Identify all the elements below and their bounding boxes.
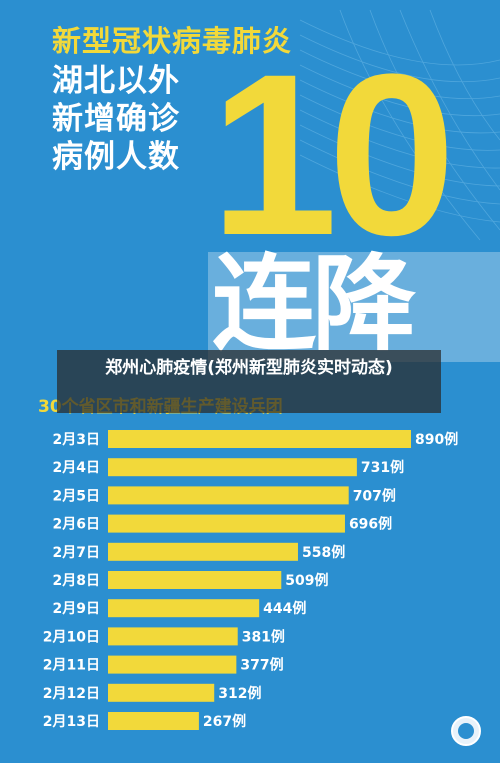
- value-label: 312例: [218, 685, 261, 702]
- headline-line-count: 病例人数: [52, 139, 180, 175]
- value-label: 444例: [263, 600, 306, 617]
- category-label: 2月8日: [53, 573, 100, 589]
- bar: [108, 458, 357, 477]
- bar: [108, 627, 238, 646]
- value-label: 267例: [203, 713, 246, 730]
- bar: [108, 712, 199, 730]
- category-label: 2月11日: [43, 658, 100, 674]
- headline-title: 新型冠状病毒肺炎: [52, 24, 293, 58]
- caption-overlay: 郑州心肺疫情(郑州新型肺炎实时动态): [57, 350, 441, 413]
- bar: [108, 683, 215, 702]
- value-label: 558例: [302, 544, 345, 561]
- headline-line-new-cases: 新增确诊: [52, 101, 180, 137]
- bar: [108, 571, 282, 589]
- bar: [108, 542, 298, 561]
- category-label: 2月13日: [43, 714, 100, 730]
- bar: [108, 599, 260, 618]
- streak-number: 10: [210, 26, 456, 283]
- value-label: 377例: [240, 657, 283, 674]
- value-label: 731例: [361, 459, 404, 476]
- value-label: 381例: [242, 628, 285, 645]
- bar: [108, 430, 411, 448]
- bar: [108, 655, 237, 674]
- emblem-icon: [451, 716, 481, 746]
- bar: [108, 514, 345, 533]
- category-label: 2月6日: [53, 517, 100, 533]
- category-label: 2月7日: [53, 545, 100, 561]
- category-label: 2月5日: [53, 488, 100, 504]
- value-label: 509例: [285, 572, 328, 589]
- category-label: 2月3日: [53, 432, 100, 448]
- value-label: 696例: [349, 516, 392, 533]
- value-label: 890例: [415, 431, 458, 448]
- value-label: 707例: [353, 487, 396, 504]
- streak-text: 连降: [212, 243, 416, 365]
- category-label: 2月9日: [53, 601, 100, 617]
- category-label: 2月10日: [43, 629, 100, 645]
- headline-line-region: 湖北以外: [52, 63, 180, 99]
- emblem-inner: [458, 723, 474, 739]
- caption-overlay-text: 郑州心肺疫情(郑州新型肺炎实时动态): [105, 358, 393, 378]
- bar: [108, 486, 349, 505]
- category-label: 2月12日: [43, 686, 100, 702]
- category-label: 2月4日: [53, 460, 100, 476]
- streak-band: [208, 252, 500, 362]
